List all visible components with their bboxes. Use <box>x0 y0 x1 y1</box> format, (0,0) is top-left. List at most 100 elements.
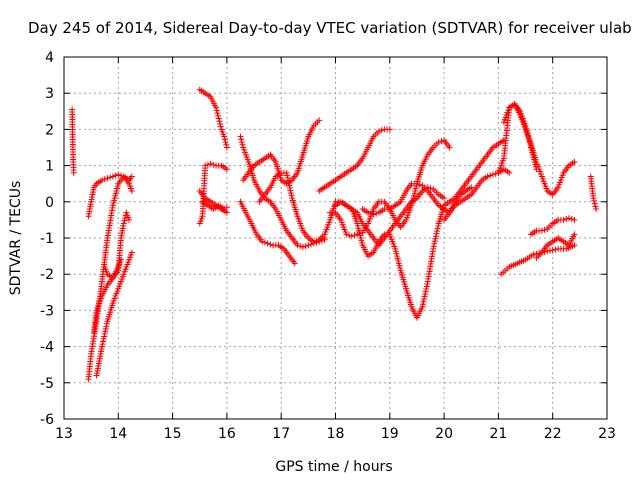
series-s19 <box>332 184 448 249</box>
data-point <box>99 341 106 348</box>
data-point <box>441 195 448 202</box>
data-point <box>283 169 290 176</box>
data-point <box>237 133 244 140</box>
data-point <box>264 240 271 247</box>
x-tick-label: 17 <box>272 426 290 442</box>
data-point <box>216 118 223 125</box>
data-point <box>590 195 597 202</box>
data-point <box>343 231 350 238</box>
data-point <box>375 128 382 135</box>
data-point <box>221 136 228 143</box>
data-point <box>431 238 438 245</box>
data-point <box>552 246 559 253</box>
x-tick-label: 18 <box>327 426 345 442</box>
data-point <box>101 176 108 183</box>
series-s23 <box>500 101 578 198</box>
data-point <box>378 127 385 134</box>
data-point <box>215 112 222 119</box>
data-point <box>591 200 598 207</box>
data-point <box>121 217 128 224</box>
data-point <box>100 335 107 342</box>
data-point <box>348 233 355 240</box>
data-point <box>487 172 494 179</box>
data-point <box>421 293 428 300</box>
series-s6 <box>101 256 125 281</box>
series-s7 <box>196 86 230 151</box>
data-point <box>549 247 556 254</box>
x-tick-label: 16 <box>218 426 236 442</box>
data-point <box>546 247 553 254</box>
data-point <box>118 256 125 263</box>
data-point <box>530 251 537 258</box>
data-point <box>492 170 499 177</box>
data-point <box>422 291 429 298</box>
y-tick-label: 1 <box>45 159 54 175</box>
data-point <box>112 172 119 179</box>
y-tick-label: -3 <box>40 303 54 319</box>
data-point <box>413 180 420 187</box>
series-s4 <box>93 249 135 379</box>
data-point <box>213 107 220 114</box>
series-s20 <box>359 180 475 218</box>
data-point <box>223 209 230 216</box>
data-point <box>286 185 293 192</box>
data-point <box>571 216 578 223</box>
data-point <box>284 172 291 179</box>
data-point <box>367 210 374 217</box>
data-point <box>285 177 292 184</box>
data-point <box>433 230 440 237</box>
data-points <box>69 86 600 383</box>
data-point <box>313 237 320 244</box>
data-point <box>115 171 122 178</box>
data-point <box>506 169 513 176</box>
data-point <box>207 160 214 167</box>
data-point <box>468 184 475 191</box>
data-point <box>103 320 110 327</box>
data-point <box>432 235 439 242</box>
data-point <box>259 238 266 245</box>
data-point <box>365 209 372 216</box>
data-point <box>128 249 135 256</box>
data-point <box>267 241 274 248</box>
data-point <box>223 204 230 211</box>
data-point <box>102 328 109 335</box>
data-point <box>565 215 572 222</box>
data-point <box>422 288 429 295</box>
data-point <box>126 216 133 223</box>
data-point <box>291 260 298 267</box>
data-point <box>217 123 224 130</box>
data-point <box>204 161 211 168</box>
data-point <box>386 126 393 133</box>
data-point <box>434 225 441 232</box>
data-point <box>423 283 430 290</box>
data-point <box>571 231 578 238</box>
x-tick-label: 23 <box>598 426 616 442</box>
data-point <box>423 286 430 293</box>
data-point <box>346 232 353 239</box>
data-point <box>560 216 567 223</box>
series-s26 <box>533 231 578 261</box>
data-point <box>122 215 129 222</box>
data-point <box>213 104 220 111</box>
data-point <box>214 110 221 117</box>
data-point <box>431 240 438 247</box>
data-point <box>221 133 228 140</box>
x-axis-label: GPS time / hours <box>275 459 392 475</box>
series-s27 <box>587 173 600 213</box>
x-tick-label: 20 <box>435 426 453 442</box>
data-point <box>435 223 442 230</box>
x-tick-label: 14 <box>109 426 127 442</box>
data-point <box>210 161 217 168</box>
y-axis-label: SDTVAR / TECUs <box>8 181 24 296</box>
data-point <box>128 187 135 194</box>
data-point <box>299 244 306 251</box>
data-point <box>536 250 543 257</box>
data-point <box>420 298 427 305</box>
data-point <box>593 206 600 213</box>
data-point <box>419 303 426 310</box>
data-point <box>438 138 445 145</box>
series-s13 <box>240 117 323 187</box>
data-point <box>427 185 434 192</box>
data-point <box>238 139 245 146</box>
data-point <box>351 232 358 239</box>
